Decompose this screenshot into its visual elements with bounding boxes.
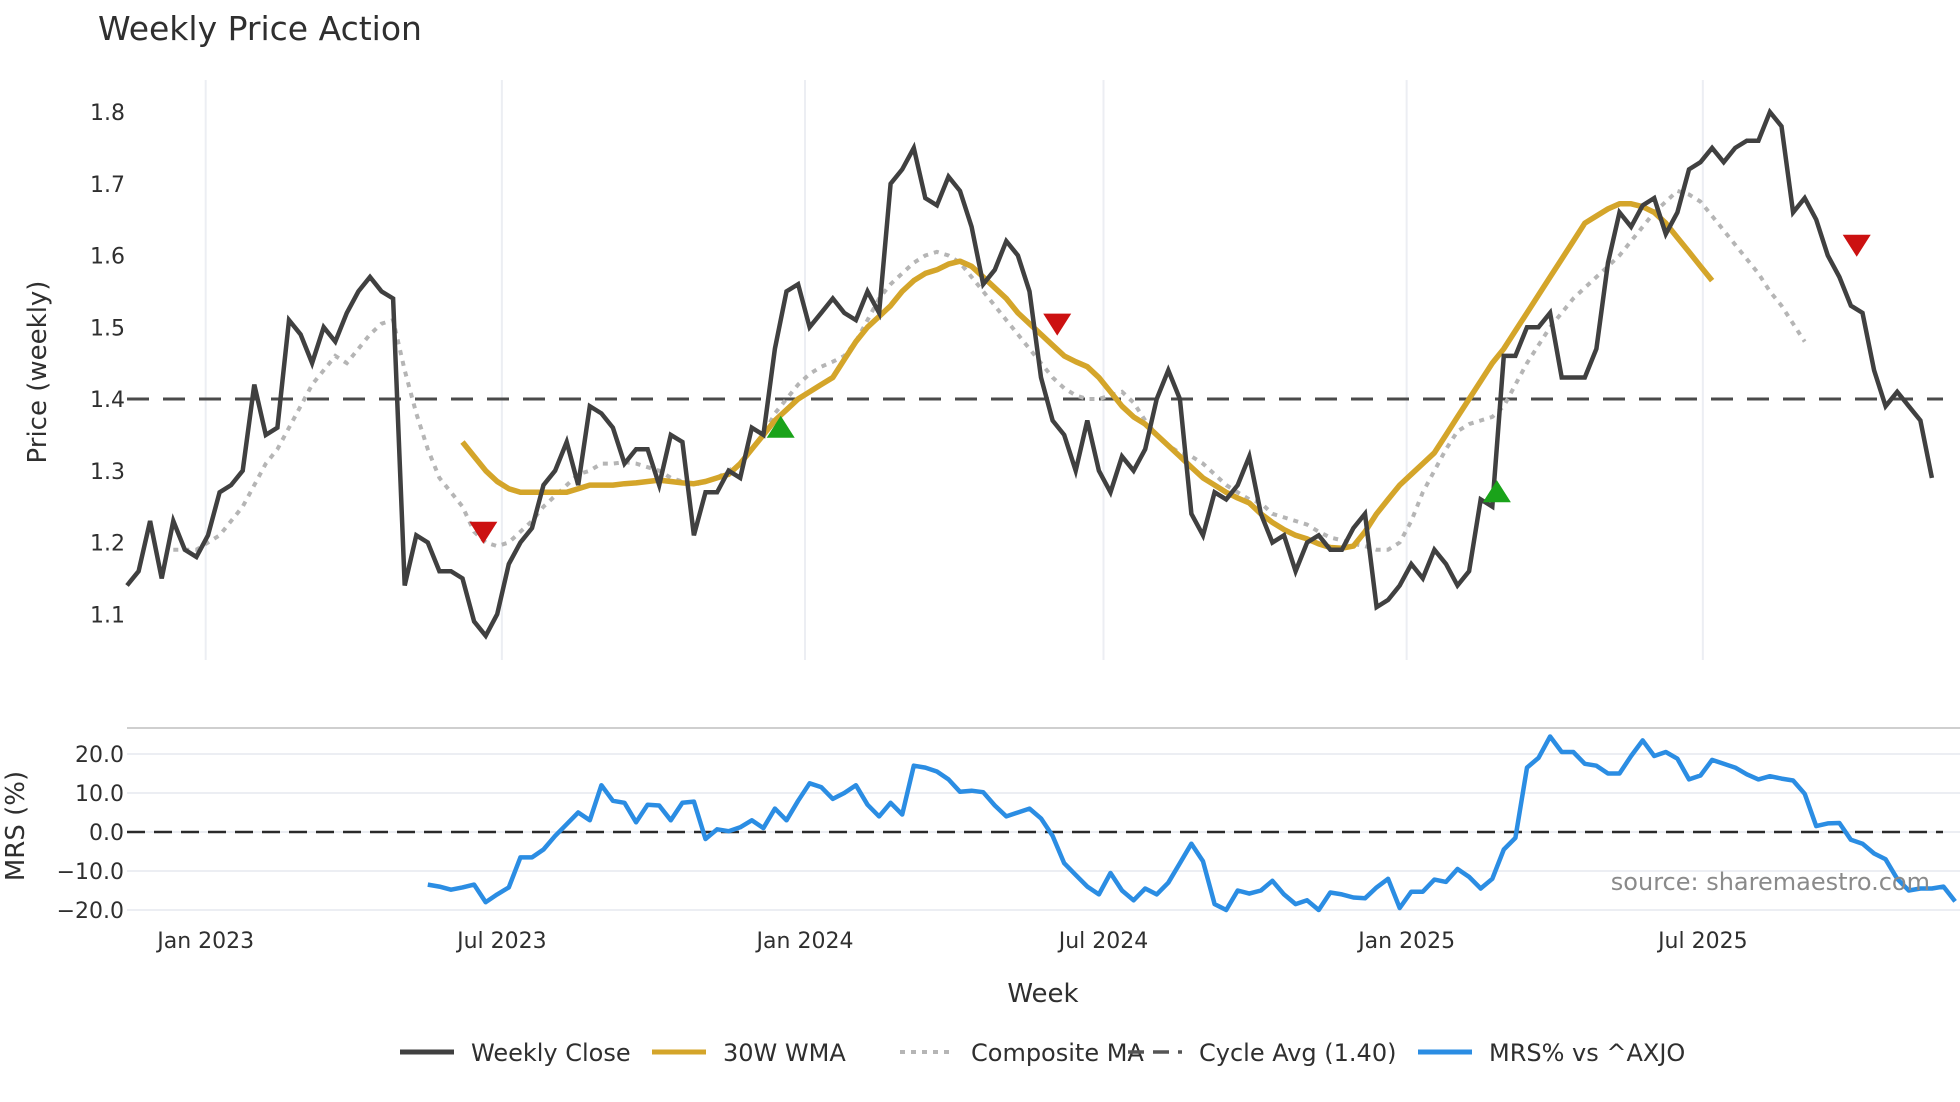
wma-30w-line <box>460 201 1715 551</box>
price-panel: 1.1 1.2 1.3 1.4 1.5 1.6 1.7 1.8 Price (weekly) <box>23 80 1943 660</box>
weekly-close-line <box>125 107 1935 640</box>
buy-signal-icon <box>766 415 795 438</box>
mrs-line <box>427 734 1957 913</box>
x-axis-label: Week <box>1007 979 1078 1009</box>
legend-label: Composite MA <box>971 1039 1144 1067</box>
price-y-tick-label: 1.1 <box>90 603 125 628</box>
price-y-axis-label: Price (weekly) <box>23 281 53 464</box>
price-y-ticks: 1.1 1.2 1.3 1.4 1.5 1.6 1.7 1.8 <box>90 101 125 628</box>
price-y-tick-label: 1.6 <box>90 245 125 270</box>
mrs-y-tick-label: −10.0 <box>57 860 124 885</box>
mrs-y-tick-label: 20.0 <box>75 743 124 768</box>
mrs-y-axis-label: MRS (%) <box>1 771 31 881</box>
chart-title: Weekly Price Action <box>98 9 422 48</box>
legend-item: MRS% vs ^AXJO <box>1418 1039 1685 1067</box>
x-tick-label: Jan 2024 <box>755 929 854 954</box>
sell-signal-icon <box>1842 234 1871 257</box>
mrs-panel: −20.0 −10.0 0.0 10.0 20.0 MRS (%) source: sh… <box>1 727 1960 924</box>
x-tick-label: Jul 2023 <box>455 929 547 954</box>
buy-signal-icon <box>1482 480 1511 503</box>
mrs-y-tick-label: 10.0 <box>75 782 124 807</box>
legend-item: 30W WMA <box>652 1039 846 1067</box>
sell-signal-icon <box>469 521 498 544</box>
source-watermark: source: sharemaestro.com <box>1611 868 1930 896</box>
x-tick-label: Jan 2023 <box>155 929 254 954</box>
price-y-tick-label: 1.2 <box>90 532 125 557</box>
composite-ma-line <box>173 188 1807 552</box>
price-y-tick-label: 1.8 <box>90 101 125 126</box>
x-tick-label: Jul 2025 <box>1656 929 1748 954</box>
legend-item: Composite MA <box>900 1039 1144 1067</box>
legend-label: Cycle Avg (1.40) <box>1199 1039 1396 1067</box>
price-gridlines <box>204 80 1704 660</box>
mrs-y-tick-label: 0.0 <box>89 821 124 846</box>
x-tick-label: Jul 2024 <box>1057 929 1149 954</box>
legend-label: MRS% vs ^AXJO <box>1489 1039 1685 1067</box>
legend-item: Cycle Avg (1.40) <box>1128 1039 1396 1067</box>
x-tick-label: Jan 2025 <box>1356 929 1455 954</box>
x-axis-ticks: Jan 2023 Jul 2023 Jan 2024 Jul 2024 Jan 2025… <box>155 929 1747 954</box>
legend-label: Weekly Close <box>471 1039 631 1067</box>
legend-item: Weekly Close <box>400 1039 631 1067</box>
price-y-tick-label: 1.7 <box>90 173 125 198</box>
mrs-y-tick-label: −20.0 <box>57 899 124 924</box>
legend-label: 30W WMA <box>723 1039 846 1067</box>
price-y-tick-label: 1.3 <box>90 460 125 485</box>
price-y-tick-label: 1.4 <box>90 388 125 413</box>
sell-signal-icon <box>1043 313 1072 336</box>
price-y-tick-label: 1.5 <box>90 316 125 341</box>
legend: Weekly Close 30W WMA Composite MA Cycle Avg… <box>400 1039 1685 1067</box>
signal-markers <box>469 234 1871 544</box>
mrs-y-ticks: −20.0 −10.0 0.0 10.0 20.0 <box>57 743 124 924</box>
